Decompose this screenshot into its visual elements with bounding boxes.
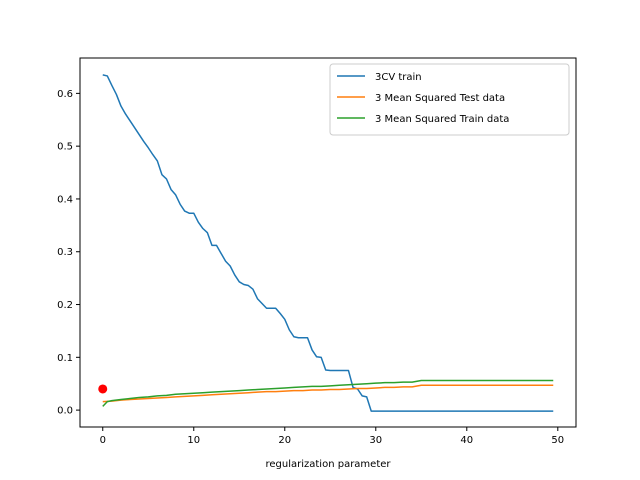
x-tick-label: 40	[460, 435, 473, 446]
y-tick-label: 0.3	[57, 247, 73, 258]
x-tick-label: 20	[278, 435, 291, 446]
legend: 3CV train 3 Mean Squared Test data 3 Mean …	[329, 63, 570, 136]
x-tick-label: 50	[551, 435, 564, 446]
x-tick-label: 0	[100, 435, 106, 446]
x-axis: 0 10 20 30 40 50	[100, 427, 564, 446]
series-line-1	[102, 74, 554, 412]
series-line-2	[102, 384, 554, 403]
y-tick-label: 0.5	[57, 142, 73, 153]
x-tick-label: 30	[369, 435, 382, 446]
y-tick-label: 0.4	[57, 194, 73, 205]
y-tick-label: 0.0	[57, 406, 73, 417]
y-tick-label: 0.6	[57, 89, 73, 100]
legend-entry-1: 3CV train	[375, 72, 422, 83]
legend-entry-2: 3 Mean Squared Test data	[375, 93, 505, 104]
series-line-3	[102, 379, 554, 407]
y-tick-label: 0.2	[57, 300, 73, 311]
y-axis: 0.0 0.1 0.2 0.3 0.4 0.5 0.6	[57, 89, 80, 417]
x-axis-label: regularization parameter	[265, 459, 391, 470]
legend-box	[329, 63, 570, 136]
plot-frame	[79, 57, 577, 428]
highlight-point-1	[98, 384, 108, 394]
y-tick-label: 0.1	[57, 353, 73, 364]
plot-area	[98, 74, 554, 412]
x-tick-label: 10	[187, 435, 200, 446]
legend-entry-3: 3 Mean Squared Train data	[375, 114, 509, 125]
